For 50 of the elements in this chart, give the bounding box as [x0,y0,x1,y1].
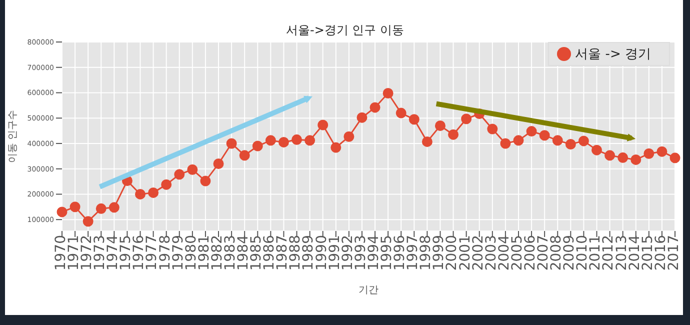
point [434,120,446,131]
point [487,124,498,134]
legend-label: 서울 -> 경기 [575,47,651,62]
point [108,202,120,213]
point [604,150,616,161]
point [578,136,589,146]
point [96,203,106,214]
point [213,158,224,170]
point [174,169,185,180]
point [539,130,550,141]
y-axis-title: 이동 인구수 [8,110,19,164]
point [618,152,628,163]
point [396,108,406,118]
point [278,136,289,148]
point [552,135,563,146]
point [526,126,537,137]
point [448,129,459,140]
point [200,176,211,186]
point [135,188,146,200]
point [513,135,524,146]
point [656,146,668,157]
point [500,138,511,149]
point [382,88,394,98]
point [630,154,642,165]
point [226,138,237,149]
point [161,179,172,190]
point [82,216,94,227]
point [591,144,602,156]
point [56,206,68,218]
chart-title: 서울->경기 인구 이동 [284,22,405,39]
point [252,140,263,152]
point [461,114,472,124]
point [422,136,432,147]
point [356,112,368,123]
point [370,102,380,113]
point [344,131,354,142]
point [318,120,328,130]
x-axis-title: 기간 [358,285,378,296]
point [148,187,159,198]
point [408,114,420,125]
point [670,152,680,164]
point [304,135,316,146]
point [330,142,342,153]
point [265,135,276,146]
point [644,148,654,159]
point [565,138,576,150]
point [187,164,198,175]
point [292,134,302,145]
point [239,150,250,161]
point [70,202,80,212]
